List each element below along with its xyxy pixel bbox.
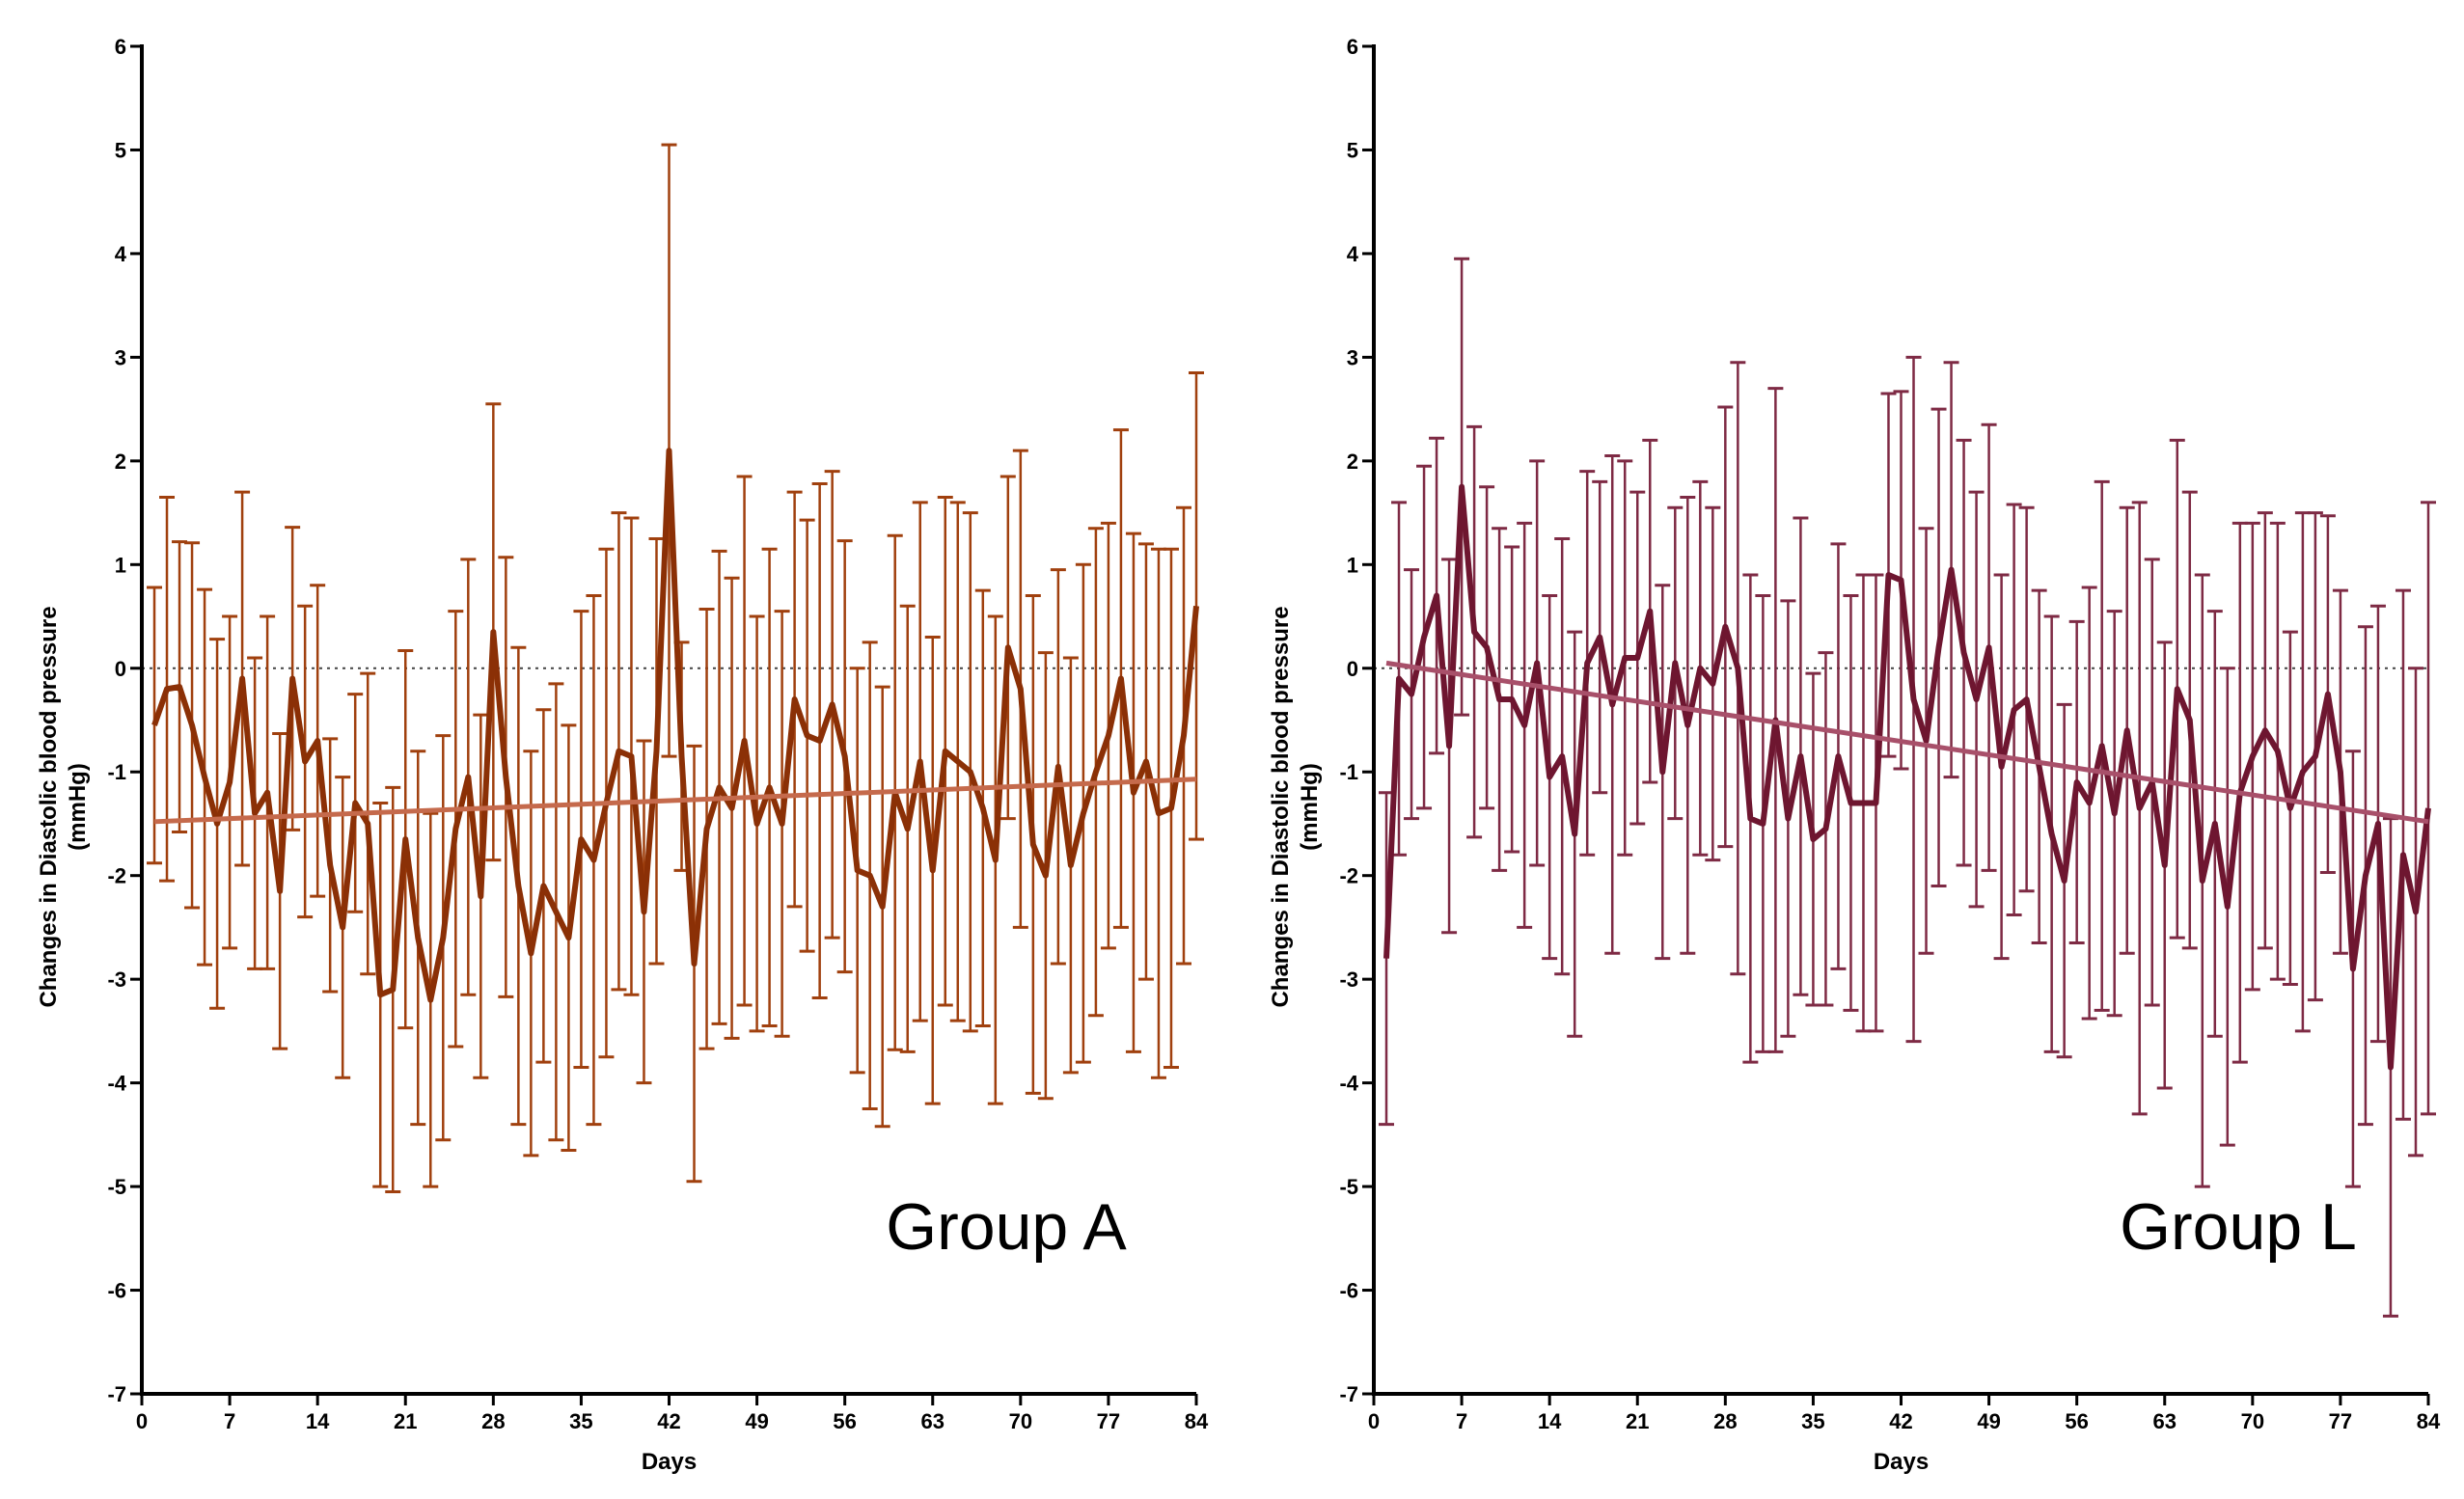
x-ticks: 0 7 14 21 28 35 42 49 56 63 70 77 84: [136, 1394, 1209, 1433]
x-axis-title: Days: [1874, 1449, 1929, 1475]
x-tick-label: 84: [1185, 1409, 1209, 1433]
x-tick-label: 14: [1538, 1409, 1562, 1433]
x-tick-label: 56: [833, 1409, 856, 1433]
x-tick-label: 42: [1889, 1409, 1912, 1433]
x-tick-label: 49: [745, 1409, 768, 1433]
y-ticks: -7 -6 -5 -4 -3 -2 -1 0 1 2 3 4 5 6: [107, 35, 142, 1406]
x-tick-label: 77: [2329, 1409, 2352, 1433]
x-tick-label: 28: [481, 1409, 505, 1433]
y-tick-label: -3: [107, 968, 126, 992]
x-tick-label: 0: [136, 1409, 148, 1433]
x-axis-title: Days: [642, 1449, 697, 1475]
group-label-l: Group L: [2120, 1190, 2357, 1264]
y-tick-label: -5: [107, 1175, 126, 1199]
y-tick-label: 3: [1347, 345, 1358, 369]
y-tick-label: 4: [1347, 242, 1359, 266]
x-tick-label: 56: [2065, 1409, 2088, 1433]
x-tick-label: 42: [657, 1409, 680, 1433]
y-tick-label: 1: [1347, 553, 1358, 577]
y-axis-title-line1: Changes in Diastolic blood pressure: [1268, 606, 1294, 1007]
x-tick-label: 28: [1713, 1409, 1737, 1433]
y-tick-label: 6: [1347, 35, 1358, 59]
x-tick-label: 21: [394, 1409, 417, 1433]
trend-line-group-l: [1385, 660, 2429, 825]
y-tick-label: 5: [1347, 138, 1358, 162]
y-tick-label: -5: [1339, 1175, 1358, 1199]
y-tick-label: -1: [107, 760, 126, 784]
series-line-group-l: [1383, 483, 2431, 1071]
series-line-group-a: [151, 448, 1199, 1003]
error-bars: [1379, 257, 2436, 1318]
y-tick-label: 3: [115, 345, 126, 369]
y-tick-label: -4: [1339, 1072, 1358, 1096]
x-tick-label: 70: [2241, 1409, 2264, 1433]
y-tick-label: -1: [1339, 760, 1358, 784]
y-tick-label: 5: [115, 138, 126, 162]
y-tick-label: 4: [115, 242, 127, 266]
y-tick-label: -2: [1339, 864, 1358, 888]
x-tick-label: 7: [1456, 1409, 1467, 1433]
y-tick-label: -3: [1339, 968, 1358, 992]
group-label-a: Group A: [886, 1190, 1127, 1264]
x-tick-label: 63: [921, 1409, 945, 1433]
x-tick-label: 35: [569, 1409, 592, 1433]
y-tick-label: 0: [1347, 657, 1358, 681]
x-tick-label: 70: [1009, 1409, 1032, 1433]
x-tick-label: 21: [1626, 1409, 1649, 1433]
y-axis-title-line2: (mmHg): [1297, 763, 1323, 851]
x-tick-label: 63: [2153, 1409, 2177, 1433]
x-ticks: 0 7 14 21 28 35 42 49 56 63 70 77 84: [1368, 1394, 2441, 1433]
y-tick-label: -6: [107, 1279, 126, 1303]
y-axis-title-line2: (mmHg): [65, 763, 91, 851]
trend-line-group-a: [153, 777, 1197, 825]
x-tick-label: 35: [1801, 1409, 1824, 1433]
y-ticks: -7 -6 -5 -4 -3 -2 -1 0 1 2 3 4 5 6: [1339, 35, 1374, 1406]
y-axis-title-line1: Changes in Diastolic blood pressure: [36, 606, 62, 1007]
x-tick-label: 77: [1097, 1409, 1120, 1433]
x-tick-label: 14: [306, 1409, 330, 1433]
y-tick-label: 0: [115, 657, 126, 681]
y-tick-label: 2: [1347, 450, 1358, 474]
y-tick-label: -2: [107, 864, 126, 888]
x-tick-label: 84: [2417, 1409, 2441, 1433]
y-tick-label: -4: [107, 1072, 126, 1096]
x-tick-label: 49: [1977, 1409, 2000, 1433]
y-tick-label: -7: [1339, 1382, 1358, 1406]
x-tick-label: 0: [1368, 1409, 1380, 1433]
x-tick-label: 7: [224, 1409, 235, 1433]
y-tick-label: 6: [115, 35, 126, 59]
y-tick-label: -6: [1339, 1279, 1358, 1303]
y-tick-label: 1: [115, 553, 126, 577]
y-tick-label: -7: [107, 1382, 126, 1406]
y-tick-label: 2: [115, 450, 126, 474]
